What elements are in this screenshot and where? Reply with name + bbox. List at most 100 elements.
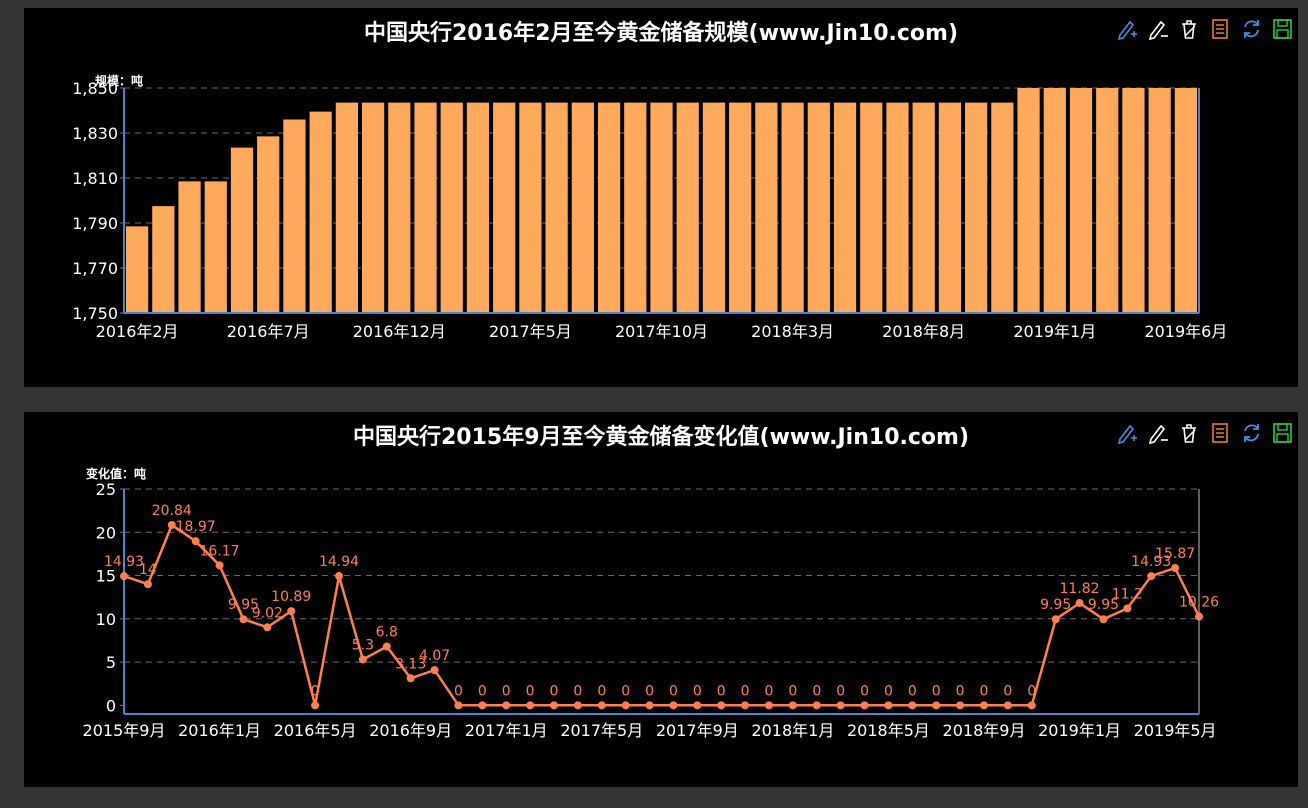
restore-icon[interactable]	[1240, 17, 1262, 39]
data-label: 10.89	[271, 589, 311, 605]
bar	[886, 102, 909, 313]
data-label: 0	[526, 683, 535, 699]
bar	[204, 181, 227, 313]
y-tick-label: 1,830	[72, 124, 118, 143]
data-point	[1147, 572, 1156, 581]
data-label: 0	[693, 683, 702, 699]
data-label: 0	[502, 683, 511, 699]
x-tick-label: 2016年5月	[274, 721, 357, 740]
bar	[519, 102, 542, 313]
data-point	[1171, 564, 1180, 573]
mark-undo-icon[interactable]	[1147, 421, 1169, 445]
bar	[597, 102, 621, 313]
data-point	[1195, 612, 1203, 621]
data-label: 16.17	[200, 543, 240, 559]
bar	[1017, 88, 1040, 313]
data-label: 11.82	[1060, 581, 1100, 597]
restore-icon[interactable]	[1240, 421, 1262, 443]
bar	[676, 102, 699, 313]
bar-chart-plot: 1,750 1,770 1,790 1,810 1,830 1,850 2016年2月 201…	[72, 79, 1227, 341]
y-tick-label: 0	[106, 696, 116, 715]
x-tick-label: 2017年1月	[465, 721, 548, 740]
data-point	[1051, 615, 1060, 624]
chart-toolbox	[1116, 17, 1292, 41]
y-tick-label: 1,750	[72, 304, 118, 323]
bar	[309, 111, 332, 313]
data-label: 0	[550, 683, 559, 699]
data-point	[836, 701, 845, 710]
data-label: 0	[932, 683, 941, 699]
data-point	[908, 701, 917, 710]
mark-clear-icon[interactable]	[1178, 17, 1200, 39]
bar	[257, 136, 280, 313]
data-point	[239, 615, 248, 624]
mark-undo-icon[interactable]	[1147, 17, 1169, 41]
data-view-icon[interactable]	[1209, 17, 1231, 39]
data-point	[860, 701, 869, 710]
data-label: 0	[311, 683, 320, 699]
x-tick-label: 2019年1月	[1013, 322, 1096, 341]
x-tick-label: 2017年5月	[489, 322, 572, 341]
data-label: 18.97	[176, 519, 216, 535]
bar	[414, 102, 437, 313]
data-label: 9.95	[228, 597, 259, 613]
data-label: 4.07	[419, 648, 450, 664]
x-tick-label: 2016年12月	[353, 322, 446, 341]
data-label: 14.93	[104, 554, 144, 570]
data-point	[741, 701, 750, 710]
x-tick-label: 2019年5月	[1134, 721, 1217, 740]
save-image-icon[interactable]	[1271, 421, 1293, 443]
bar	[283, 119, 306, 313]
data-label: 15.87	[1155, 546, 1195, 562]
data-point	[621, 701, 630, 710]
y-axis-label: 变化值：吨	[86, 467, 147, 481]
y-tick-label: 25	[96, 480, 116, 499]
data-point	[1027, 701, 1036, 710]
bar	[152, 206, 175, 313]
y-tick-label: 20	[96, 523, 116, 542]
bar	[781, 102, 804, 313]
data-point	[812, 701, 821, 710]
data-label: 5.3	[352, 637, 374, 653]
data-label: 0	[478, 683, 487, 699]
bar	[938, 102, 962, 313]
x-tick-label: 2017年10月	[615, 322, 708, 341]
data-label: 0	[884, 683, 893, 699]
mark-clear-icon[interactable]	[1178, 421, 1200, 443]
x-tick-label: 2018年8月	[882, 322, 965, 341]
data-point	[454, 701, 463, 710]
data-label: 9.02	[252, 605, 283, 621]
data-label: 0	[454, 683, 463, 699]
data-point	[358, 655, 367, 664]
data-point	[478, 701, 487, 710]
data-label: 0	[1027, 683, 1036, 699]
data-label: 0	[860, 683, 869, 699]
save-image-icon[interactable]	[1271, 17, 1293, 39]
x-tick-label: 2018年9月	[943, 721, 1026, 740]
data-label: 9.95	[1088, 597, 1119, 613]
chart-toolbox	[1116, 421, 1292, 445]
data-point	[120, 572, 128, 581]
data-view-icon[interactable]	[1209, 421, 1231, 443]
y-tick-label: 10	[96, 610, 116, 629]
mark-icon[interactable]	[1116, 17, 1138, 41]
data-label: 0	[669, 683, 678, 699]
data-point	[1099, 615, 1108, 624]
mark-icon[interactable]	[1116, 421, 1138, 445]
data-label: 0	[717, 683, 726, 699]
data-point	[430, 666, 439, 675]
bar	[833, 102, 857, 313]
data-point	[382, 642, 391, 651]
data-point	[573, 701, 582, 710]
x-tick-label: 2017年5月	[560, 721, 643, 740]
data-label: 0	[908, 683, 917, 699]
data-label: 6.8	[376, 625, 398, 641]
bar	[466, 102, 490, 313]
x-tick-label: 2016年9月	[369, 721, 452, 740]
x-tick-label: 2016年1月	[178, 721, 261, 740]
data-point	[191, 537, 200, 546]
data-label: 0	[956, 683, 965, 699]
bar	[860, 102, 883, 313]
bar	[729, 102, 752, 313]
data-point	[693, 701, 702, 710]
